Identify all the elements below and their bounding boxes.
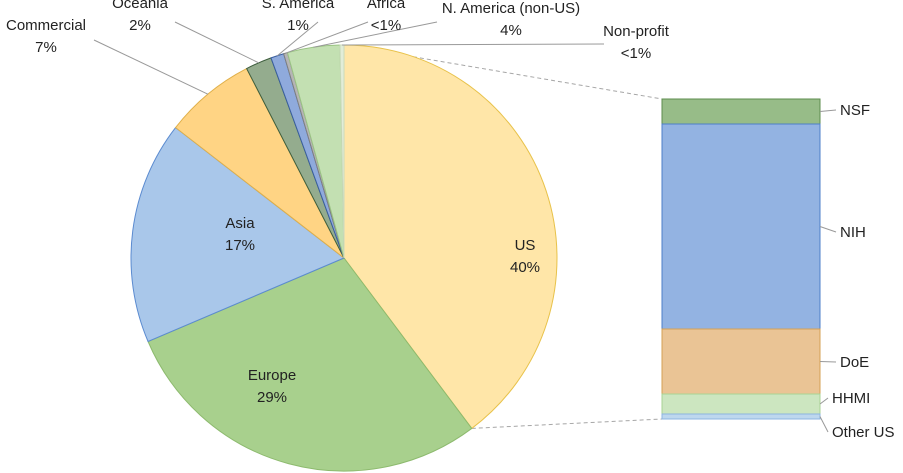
pie-slice-europe bbox=[147, 257, 473, 472]
pie-label-name-n-america-non-us: N. America (non-US) bbox=[442, 0, 580, 17]
leader-line-n-america-non-us bbox=[313, 21, 438, 48]
connector-top bbox=[343, 44, 663, 100]
bar-segment-nih bbox=[661, 123, 821, 330]
bar-leader-other-us bbox=[819, 416, 829, 433]
leader-line-non-profit bbox=[341, 43, 605, 46]
bar-segment-nsf bbox=[661, 98, 821, 125]
bar-segment-doe bbox=[661, 328, 821, 395]
pie-label-name-us: US bbox=[515, 237, 536, 254]
stacked-bar-labels: NSF NIH DoE HHMI Other US bbox=[819, 102, 895, 441]
leader-line-s-america bbox=[276, 21, 319, 57]
bar-leader-nih bbox=[819, 226, 837, 233]
pie-label-name-europe: Europe bbox=[248, 367, 296, 384]
leader-line-commercial bbox=[93, 39, 209, 95]
pie-label-name-commercial: Commercial bbox=[6, 17, 86, 34]
connector-bottom bbox=[471, 418, 663, 429]
pie-label-value-oceania: 2% bbox=[129, 17, 151, 34]
pie-label-value-africa: <1% bbox=[371, 17, 401, 34]
pie-label-name-s-america: S. America bbox=[262, 0, 335, 12]
pie-label-value-non-profit: <1% bbox=[621, 45, 651, 62]
pie-label-name-non-profit: Non-profit bbox=[603, 23, 670, 40]
pie-leader-lines bbox=[93, 21, 605, 95]
pie-labels: US 40% Europe 29% Asia 17% Commercial 7% Oceania… bbox=[6, 0, 670, 406]
bar-label-doe: DoE bbox=[840, 354, 869, 371]
bar-leader-doe bbox=[819, 361, 837, 363]
bar-label-other-us: Other US bbox=[832, 424, 895, 441]
pie-label-value-commercial: 7% bbox=[35, 39, 57, 56]
bar-leader-hhmi bbox=[819, 397, 829, 405]
pie-slice-asia bbox=[130, 126, 345, 343]
bar-leader-nsf bbox=[819, 109, 837, 112]
pie-slice-us bbox=[343, 44, 558, 430]
bar-label-hhmi: HHMI bbox=[832, 390, 870, 407]
bar-segment-other-us bbox=[661, 413, 821, 420]
bar-segment-hhmi bbox=[661, 393, 821, 415]
pie-label-name-asia: Asia bbox=[225, 215, 255, 232]
pie-chart bbox=[130, 44, 558, 472]
pie-label-value-us: 40% bbox=[510, 259, 540, 276]
stacked-bar bbox=[661, 98, 821, 420]
pie-label-value-s-america: 1% bbox=[287, 17, 309, 34]
pie-label-value-n-america-non-us: 4% bbox=[500, 22, 522, 39]
pie-label-name-oceania: Oceania bbox=[112, 0, 169, 12]
pie-label-name-africa: Africa bbox=[367, 0, 406, 12]
bar-label-nsf: NSF bbox=[840, 102, 870, 119]
connector-lines bbox=[343, 44, 663, 429]
pie-label-value-asia: 17% bbox=[225, 237, 255, 254]
leader-line-oceania bbox=[174, 21, 259, 64]
leader-line-africa bbox=[285, 21, 369, 54]
bar-label-nih: NIH bbox=[840, 224, 866, 241]
pie-label-value-europe: 29% bbox=[257, 389, 287, 406]
